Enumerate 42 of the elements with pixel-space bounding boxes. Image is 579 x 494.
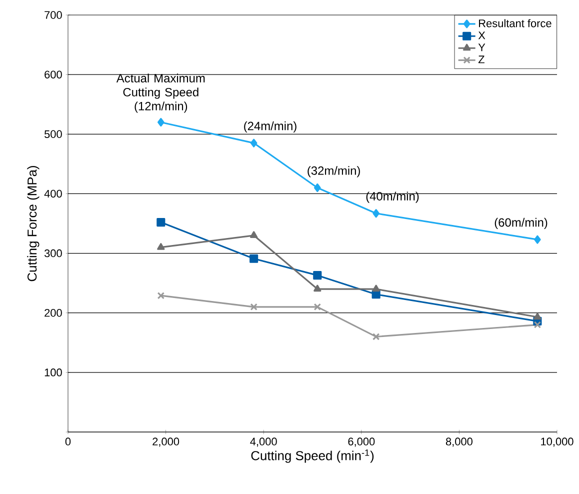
point [157, 118, 164, 127]
y-tick-label: 100 [44, 368, 62, 376]
point [534, 312, 542, 320]
point [157, 292, 165, 300]
x-axis-title: Cutting Speed (min$^{-1}$) [251, 450, 374, 463]
y-tick-label: 600 [44, 70, 62, 78]
annotation: (32m/min) [308, 166, 360, 178]
x-tick-label: 2,000 [152, 438, 180, 447]
annotation: (60m/min) [494, 218, 548, 230]
y-tick-label: 300 [44, 249, 62, 258]
legend-label: Resultant force [479, 19, 552, 28]
point [250, 231, 258, 238]
point [157, 243, 165, 250]
point [314, 183, 321, 192]
x-tick-label: 10,000 [541, 438, 574, 447]
point [314, 303, 322, 311]
legend-label: Z [478, 56, 484, 64]
y-tick-label: 700 [44, 11, 62, 19]
legend-label: X [478, 32, 486, 40]
point [314, 284, 322, 292]
point [372, 333, 380, 340]
x-tick-label: 0 [65, 438, 71, 446]
annotation: Actual Maximum Cutting Speed (12m/min) [116, 74, 205, 113]
point [534, 235, 541, 244]
point [250, 254, 258, 263]
y-tick-label: 500 [44, 130, 62, 138]
y-tick-label: 400 [44, 190, 62, 198]
point [250, 303, 258, 311]
annotation: (24m/min) [244, 121, 296, 133]
annotation: (40m/min) [366, 192, 419, 203]
x-tick-label: 4,000 [250, 438, 277, 447]
point [313, 271, 322, 280]
x-tick-label: 8,000 [446, 438, 472, 447]
point [156, 218, 166, 227]
point [534, 321, 542, 328]
x-tick-label: 6,000 [348, 438, 375, 447]
point [250, 138, 258, 148]
y-axis-title: Cutting Force (MPa) [27, 166, 40, 282]
y-tick-label: 200 [44, 308, 62, 317]
point [372, 284, 380, 292]
legend-label: Y [478, 44, 486, 52]
point [372, 209, 380, 218]
